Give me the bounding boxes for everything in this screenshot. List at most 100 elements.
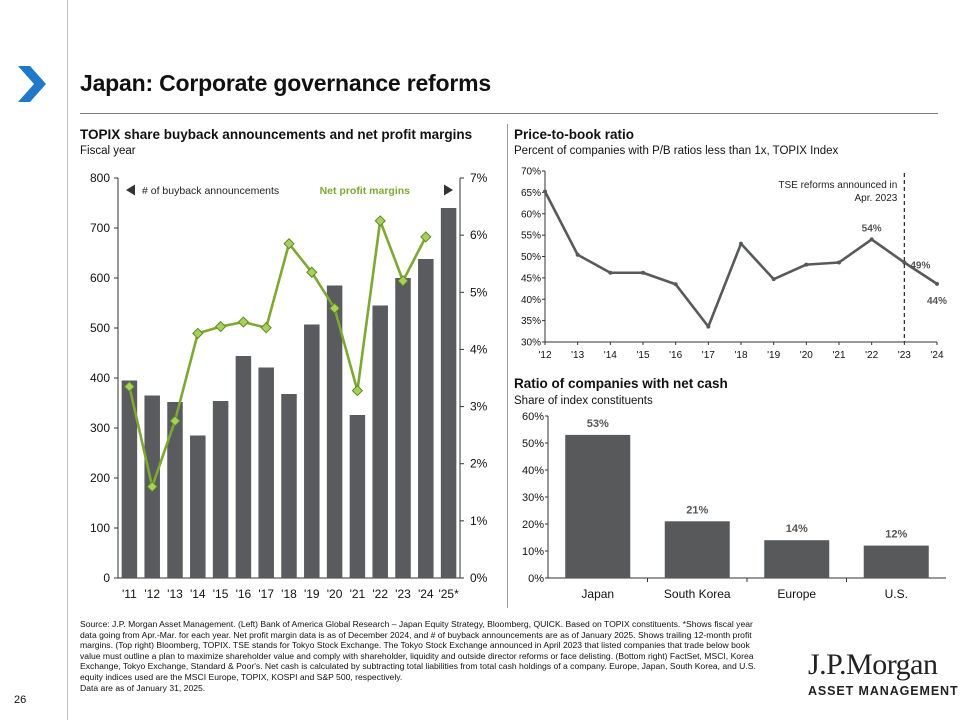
net-cash-bar: [565, 434, 631, 578]
page-title: Japan: Corporate governance reforms: [80, 70, 491, 96]
right-arrow-icon: [444, 184, 453, 196]
pb-y-tick-label: 30%: [521, 338, 541, 349]
pb-ratio-point: [771, 277, 776, 282]
asset-management-label: ASSET MANAGEMENT: [808, 684, 959, 698]
net-cash-bar: [863, 545, 929, 578]
net-profit-margin-marker: [306, 266, 318, 278]
pb-x-tick-label: '23: [898, 350, 911, 361]
right-y-tick-label: 1%: [470, 514, 488, 528]
net-profit-margin-marker: [397, 275, 409, 287]
x-tick-label: '15: [213, 587, 229, 601]
right-y-tick-label: 0%: [470, 571, 488, 585]
pb-y-tick-label: 55%: [521, 231, 541, 242]
net-profit-margin-marker: [260, 322, 272, 334]
pb-data-label: 49%: [910, 260, 930, 271]
net-cash-bar: [664, 521, 730, 578]
pb-x-tick-label: '16: [669, 350, 682, 361]
cash-y-tick-label: 60%: [522, 411, 544, 423]
x-tick-label: '25*: [438, 587, 459, 601]
net-cash-data-label: 53%: [587, 418, 609, 430]
pb-y-tick-label: 70%: [521, 167, 541, 178]
pb-y-tick-label: 50%: [521, 252, 541, 263]
left-y-tick-label: 300: [90, 421, 110, 435]
netcash-chart-subtitle: Share of index constituents: [514, 395, 653, 407]
left-y-tick-label: 700: [90, 221, 110, 235]
pb-y-tick-label: 65%: [521, 188, 541, 199]
net-profit-margin-marker: [192, 327, 204, 340]
net-cash-data-label: 21%: [686, 504, 708, 516]
x-tick-label: '14: [190, 587, 206, 601]
net-profit-margin-marker: [169, 415, 181, 427]
net-profit-margin-marker: [123, 380, 136, 393]
buyback-bar: [349, 415, 366, 578]
buyback-bar: [304, 324, 320, 578]
pb-x-tick-label: '24: [930, 350, 943, 361]
x-tick-label: '21: [350, 587, 366, 601]
net-profit-margin-marker: [237, 316, 250, 328]
net-profit-margin-marker: [283, 238, 295, 250]
pb-ratio-point: [673, 282, 678, 287]
tse-reform-annotation-date: Apr. 2023: [855, 193, 898, 204]
buyback-bar: [281, 394, 297, 578]
netcash-chart-title: Ratio of companies with net cash: [514, 376, 728, 391]
net-profit-margin-line: [128, 219, 427, 488]
buyback-chart-title: TOPIX share buyback announcements and ne…: [80, 127, 473, 142]
right-y-tick-label: 5%: [470, 285, 488, 299]
pb-y-tick-label: 60%: [521, 209, 541, 220]
x-tick-label: '22: [372, 587, 388, 601]
cash-x-tick-label: U.S.: [885, 587, 908, 601]
pb-chart-title: Price-to-book ratio: [514, 127, 635, 142]
pb-y-tick-label: 35%: [521, 316, 541, 327]
cash-y-tick-label: 0%: [528, 573, 544, 585]
buyback-bar: [395, 278, 411, 578]
pb-x-tick-label: '21: [832, 350, 845, 361]
pb-y-tick-label: 45%: [521, 273, 541, 284]
pb-ratio-point: [739, 241, 743, 246]
left-y-tick-label: 100: [90, 521, 110, 535]
source-note: Source: J.P. Morgan Asset Management. (L…: [80, 619, 760, 693]
pb-ratio-point: [608, 270, 613, 275]
right-y-tick-label: 3%: [470, 400, 488, 414]
buyback-chart-subtitle: Fiscal year: [80, 145, 136, 157]
cash-x-tick-label: South Korea: [664, 587, 731, 601]
x-tick-label: '17: [258, 587, 274, 601]
pb-ratio-point: [641, 270, 645, 275]
x-tick-label: '16: [236, 587, 252, 601]
right-y-tick-label: 7%: [470, 171, 488, 185]
x-tick-label: '18: [281, 587, 297, 601]
net-profit-margin-marker: [374, 215, 386, 227]
pb-ratio-point: [837, 260, 841, 265]
chevron-right-icon: [18, 66, 46, 102]
cash-y-tick-label: 30%: [522, 492, 544, 504]
pb-x-tick-label: '14: [604, 350, 617, 361]
buyback-bar: [372, 305, 388, 578]
x-tick-label: '11: [122, 587, 137, 601]
pb-ratio-chart: 30% 35% 40% 45% 50% 55% 60% 65% 70% '12 '13 '14 '15 '…: [521, 167, 947, 362]
data-date-note: Data are as of January 31, 2025.: [80, 682, 206, 693]
jpmorgan-logo: J.P.Morgan: [808, 648, 938, 681]
legend-buybacks: # of buyback announcements: [142, 185, 279, 197]
left-y-tick-label: 0: [103, 571, 110, 585]
pb-ratio-point: [543, 189, 547, 194]
pb-ratio-line: [543, 190, 938, 328]
pb-ratio-point: [804, 262, 809, 267]
right-y-tick-label: 6%: [470, 228, 488, 242]
buyback-bar: [212, 401, 229, 578]
net-cash-data-label: 14%: [786, 523, 808, 535]
buyback-bar: [440, 208, 457, 578]
net-profit-margin-marker: [146, 480, 158, 493]
buyback-bar: [121, 380, 138, 578]
pb-ratio-point: [935, 281, 939, 286]
page-number: 26: [14, 694, 27, 706]
cash-y-tick-label: 40%: [522, 465, 544, 477]
pb-ratio-point: [575, 252, 580, 257]
left-y-tick-label: 600: [90, 271, 110, 285]
right-y-tick-label: 4%: [470, 342, 488, 356]
pb-x-tick-label: '17: [702, 350, 715, 361]
net-cash-data-label: 12%: [885, 529, 907, 541]
cash-y-tick-label: 20%: [522, 519, 544, 531]
pb-x-tick-label: '15: [636, 350, 649, 361]
left-arrow-icon: [126, 184, 135, 196]
buyback-bar: [258, 367, 274, 578]
pb-x-tick-label: '13: [571, 350, 584, 361]
